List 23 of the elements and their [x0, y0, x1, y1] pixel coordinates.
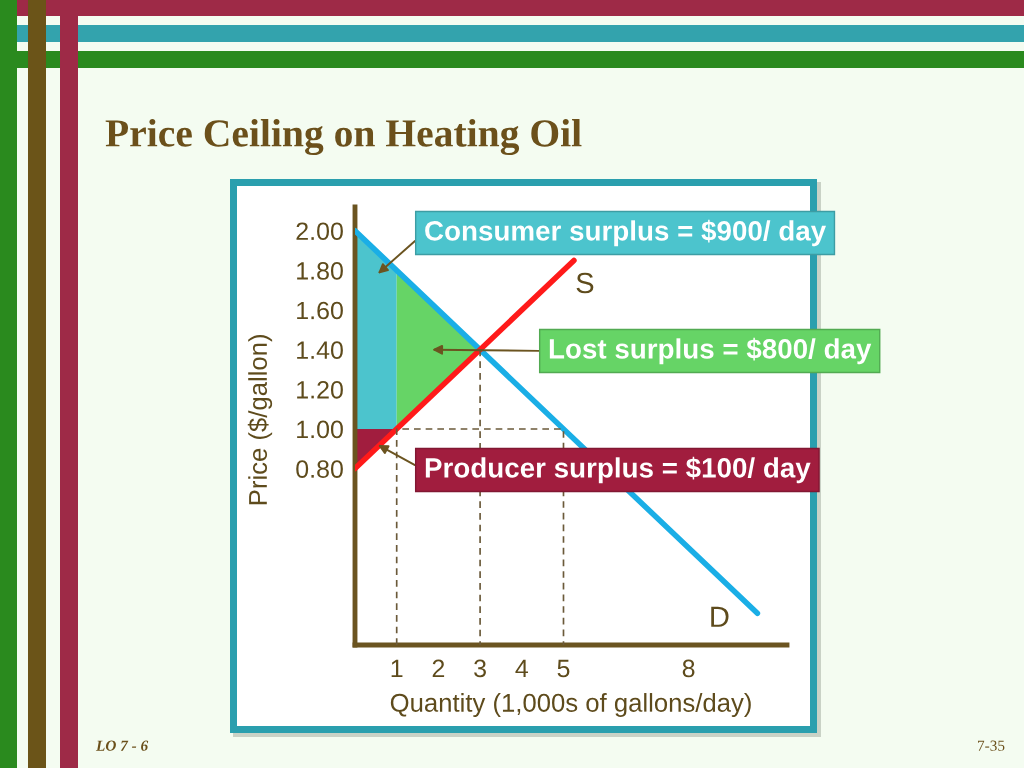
- annotation: Lost surplus = $800/ day: [549, 337, 872, 365]
- y-tick-label: 0.80: [296, 460, 343, 478]
- x-tick-label: 1: [391, 659, 403, 678]
- x-tick-label: 5: [557, 659, 570, 678]
- text: LO 7 - 6: [95, 740, 149, 751]
- x-tick-label: 8: [682, 659, 695, 678]
- x-tick-label: 2: [432, 659, 445, 678]
- series-label: S: [576, 272, 594, 294]
- annotation: Producer surplus = $100/ day: [425, 456, 811, 484]
- y-tick-label: 1.80: [297, 262, 343, 280]
- x-axis-title: Quantity (1,000s of gallons/day): [390, 693, 751, 717]
- y-tick-label: 1.00: [297, 420, 343, 439]
- y-tick-label: 2.00: [296, 222, 343, 241]
- text: 7-35: [978, 740, 1005, 751]
- series-label: D: [711, 606, 729, 627]
- x-tick-label: 4: [515, 659, 529, 678]
- y-tick-label: 1.60: [297, 301, 343, 320]
- x-tick-label: 3: [474, 659, 486, 678]
- annotation: Consumer surplus = $900/ day: [425, 219, 827, 247]
- y-tick-label: 1.40: [297, 341, 343, 359]
- y-axis-title: Price ($/gallon): [247, 335, 273, 505]
- y-tick-label: 1.20: [297, 380, 343, 399]
- chart-title: Price Ceiling on Heating Oil: [105, 118, 582, 156]
